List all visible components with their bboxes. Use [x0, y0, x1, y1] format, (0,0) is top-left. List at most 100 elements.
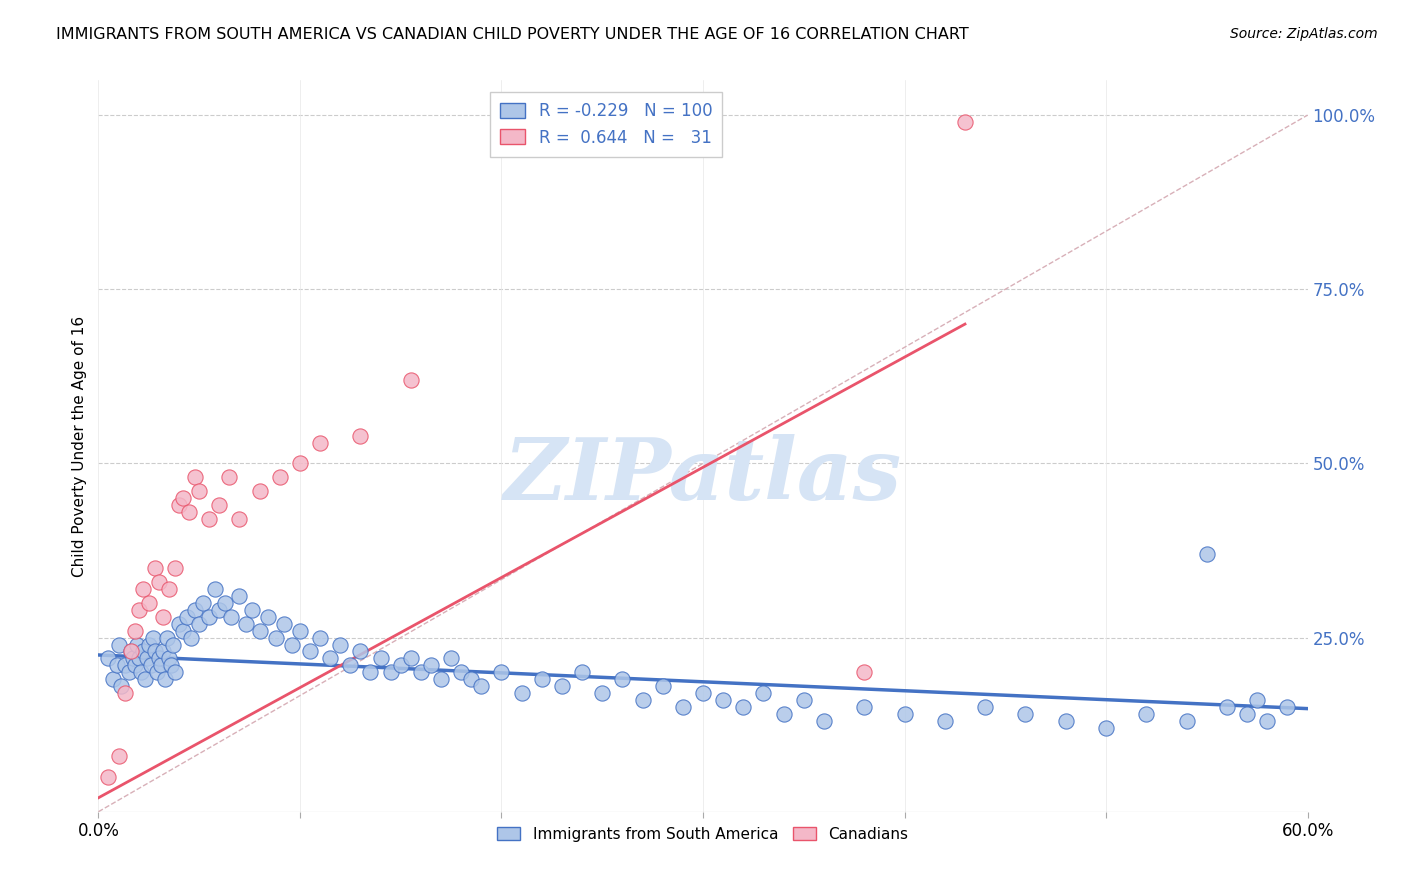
Point: [221, 609, 243, 624]
Point: [198, 609, 221, 624]
Point: [240, 603, 263, 617]
Point: [139, 658, 162, 673]
Point: [1054, 714, 1077, 728]
Point: [1175, 714, 1198, 728]
Point: [214, 596, 236, 610]
Point: [853, 665, 876, 680]
Point: [148, 574, 170, 589]
Point: [184, 470, 207, 484]
Point: [380, 665, 402, 680]
Point: [470, 679, 492, 693]
Point: [733, 700, 755, 714]
Point: [153, 673, 176, 687]
Point: [179, 505, 201, 519]
Point: [934, 714, 956, 728]
Point: [813, 714, 835, 728]
Point: [974, 700, 997, 714]
Point: [143, 644, 166, 658]
Point: [125, 638, 148, 652]
Point: [121, 651, 143, 665]
Point: [228, 512, 250, 526]
Text: IMMIGRANTS FROM SOUTH AMERICA VS CANADIAN CHILD POVERTY UNDER THE AGE OF 16 CORR: IMMIGRANTS FROM SOUTH AMERICA VS CANADIA…: [56, 27, 969, 42]
Point: [142, 631, 165, 645]
Point: [420, 658, 443, 673]
Point: [440, 651, 463, 665]
Point: [152, 644, 174, 658]
Point: [711, 693, 734, 707]
Point: [309, 435, 332, 450]
Point: [1014, 707, 1036, 722]
Point: [120, 644, 142, 658]
Point: [530, 673, 553, 687]
Point: [953, 115, 976, 129]
Point: [235, 616, 257, 631]
Point: [105, 658, 128, 673]
Text: ZIPatlas: ZIPatlas: [503, 434, 903, 517]
Point: [204, 582, 226, 596]
Text: Source: ZipAtlas.com: Source: ZipAtlas.com: [1230, 27, 1378, 41]
Point: [460, 673, 482, 687]
Legend: Immigrants from South America, Canadians: Immigrants from South America, Canadians: [491, 821, 915, 848]
Point: [430, 673, 453, 687]
Point: [772, 707, 794, 722]
Point: [491, 665, 513, 680]
Point: [591, 686, 613, 700]
Point: [148, 651, 170, 665]
Point: [273, 616, 295, 631]
Point: [152, 609, 174, 624]
Point: [107, 638, 129, 652]
Point: [319, 651, 342, 665]
Point: [188, 616, 211, 631]
Point: [1236, 707, 1258, 722]
Point: [264, 631, 287, 645]
Point: [128, 651, 150, 665]
Point: [299, 644, 322, 658]
Point: [491, 115, 513, 129]
Point: [631, 693, 654, 707]
Point: [208, 603, 231, 617]
Point: [114, 658, 136, 673]
Point: [1277, 700, 1299, 714]
Point: [157, 582, 180, 596]
Point: [120, 644, 142, 658]
Point: [143, 561, 166, 575]
Point: [218, 470, 240, 484]
Point: [1195, 547, 1218, 561]
Point: [118, 665, 141, 680]
Point: [450, 665, 472, 680]
Point: [132, 644, 155, 658]
Point: [571, 665, 593, 680]
Point: [288, 624, 311, 638]
Point: [101, 673, 124, 687]
Point: [124, 624, 146, 638]
Point: [156, 631, 179, 645]
Point: [752, 686, 775, 700]
Point: [1246, 693, 1268, 707]
Point: [163, 665, 186, 680]
Point: [1095, 721, 1118, 735]
Point: [163, 561, 186, 575]
Point: [188, 484, 211, 499]
Point: [110, 679, 132, 693]
Point: [893, 707, 915, 722]
Point: [149, 658, 172, 673]
Point: [349, 644, 371, 658]
Point: [124, 658, 146, 673]
Point: [793, 693, 815, 707]
Point: [399, 651, 422, 665]
Point: [198, 512, 221, 526]
Point: [107, 749, 129, 764]
Point: [349, 428, 371, 442]
Point: [551, 679, 574, 693]
Point: [370, 651, 392, 665]
Point: [339, 658, 361, 673]
Point: [172, 624, 194, 638]
Point: [138, 638, 160, 652]
Point: [176, 609, 198, 624]
Y-axis label: Child Poverty Under the Age of 16: Child Poverty Under the Age of 16: [72, 316, 87, 576]
Point: [853, 700, 876, 714]
Point: [172, 491, 194, 506]
Point: [288, 457, 311, 471]
Point: [612, 673, 634, 687]
Point: [97, 651, 120, 665]
